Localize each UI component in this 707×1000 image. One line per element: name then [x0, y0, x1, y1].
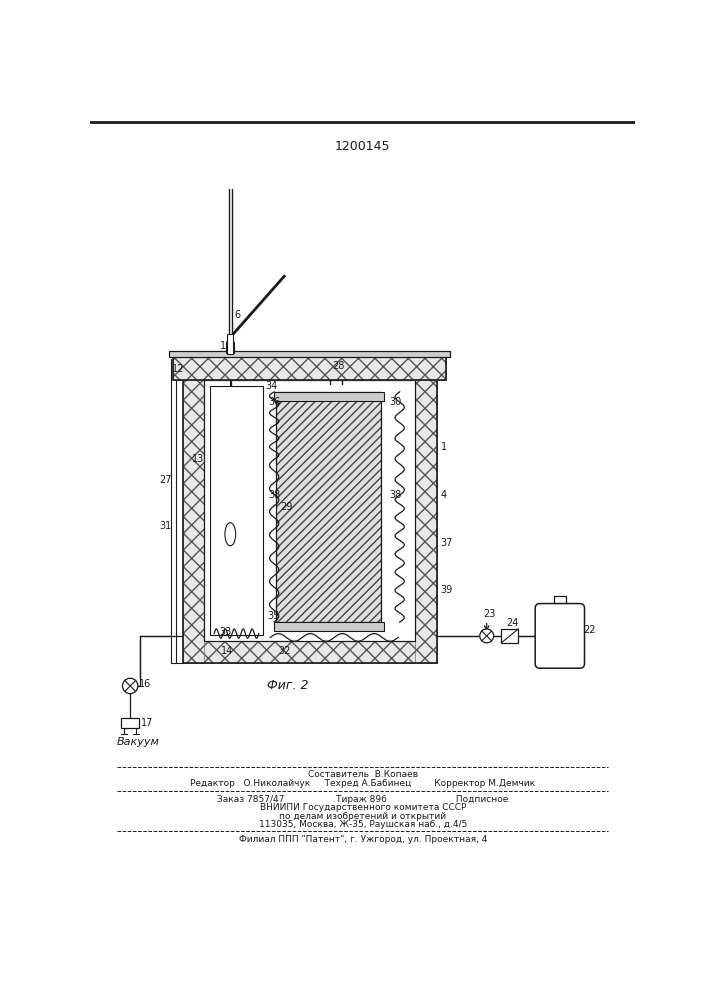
Circle shape [122, 678, 138, 694]
Text: 37: 37 [440, 538, 453, 548]
Bar [501, 629, 518, 643]
Text: Заказ 7857/47                  Тираж 896                        Подписное: Заказ 7857/47 Тираж 896 Подписное [217, 795, 508, 804]
Text: 38: 38 [389, 490, 401, 500]
Bar [121, 718, 139, 728]
Text: 34: 34 [266, 381, 278, 391]
Text: 6: 6 [234, 310, 240, 320]
Text: Фиг. 2: Фиг. 2 [267, 679, 309, 692]
Bar [182, 359, 204, 663]
Bar [182, 359, 437, 663]
Text: 4: 4 [440, 490, 447, 500]
Bar [276, 392, 381, 622]
Bar [227, 334, 233, 354]
Text: Редактор   О.Николайчук     Техред А.Бабинец        Корректор М.Демчик: Редактор О.Николайчук Техред А.Бабинец К… [190, 779, 535, 788]
Text: 12: 12 [172, 364, 184, 374]
Text: 13: 13 [192, 454, 204, 464]
Circle shape [480, 629, 493, 643]
Text: ВНИИПИ Государственного комитета СССР: ВНИИПИ Государственного комитета СССР [259, 803, 466, 812]
Bar [182, 641, 437, 663]
Text: Вакуум: Вакуум [117, 737, 160, 747]
Text: 1200145: 1200145 [335, 140, 390, 153]
Bar [173, 357, 446, 380]
Text: 23: 23 [484, 609, 496, 619]
Text: Филиал ППП "Патент", г. Ужгород, ул. Проектная, 4: Филиал ППП "Патент", г. Ужгород, ул. Про… [238, 835, 487, 844]
Text: 35: 35 [267, 611, 279, 621]
Text: 39: 39 [440, 585, 452, 595]
Text: 24: 24 [507, 618, 519, 628]
Text: 28: 28 [333, 361, 345, 371]
Bar [415, 359, 437, 663]
Bar [274, 392, 383, 401]
Text: 113035, Москва, Ж-35, Раушская наб., д.4/5: 113035, Москва, Ж-35, Раушская наб., д.4… [259, 820, 467, 829]
Text: по делам изобретений и открытий: по делам изобретений и открытий [279, 812, 446, 821]
Bar [228, 336, 233, 342]
Text: 32: 32 [278, 646, 291, 656]
Text: 27: 27 [160, 475, 172, 485]
Text: Составитель  В.Копаев: Составитель В.Копаев [308, 770, 418, 779]
Text: 11: 11 [219, 341, 232, 351]
Bar [173, 357, 446, 380]
Bar [182, 359, 437, 380]
Text: 17: 17 [141, 718, 153, 728]
FancyBboxPatch shape [535, 604, 585, 668]
Text: 30: 30 [389, 397, 401, 407]
Bar [170, 351, 450, 357]
Text: 1: 1 [440, 442, 447, 452]
Bar [226, 342, 234, 353]
Text: 36: 36 [269, 397, 281, 407]
Text: 31: 31 [160, 521, 172, 531]
Ellipse shape [225, 523, 235, 546]
Bar [210, 386, 262, 635]
Text: 14: 14 [221, 646, 233, 656]
Text: 29: 29 [281, 502, 293, 512]
Text: 16: 16 [139, 679, 152, 689]
Bar [276, 392, 381, 622]
Text: 22: 22 [583, 625, 595, 635]
Text: 38: 38 [269, 490, 281, 500]
Text: 33: 33 [219, 627, 232, 637]
Bar [204, 380, 415, 641]
Bar [274, 622, 383, 631]
